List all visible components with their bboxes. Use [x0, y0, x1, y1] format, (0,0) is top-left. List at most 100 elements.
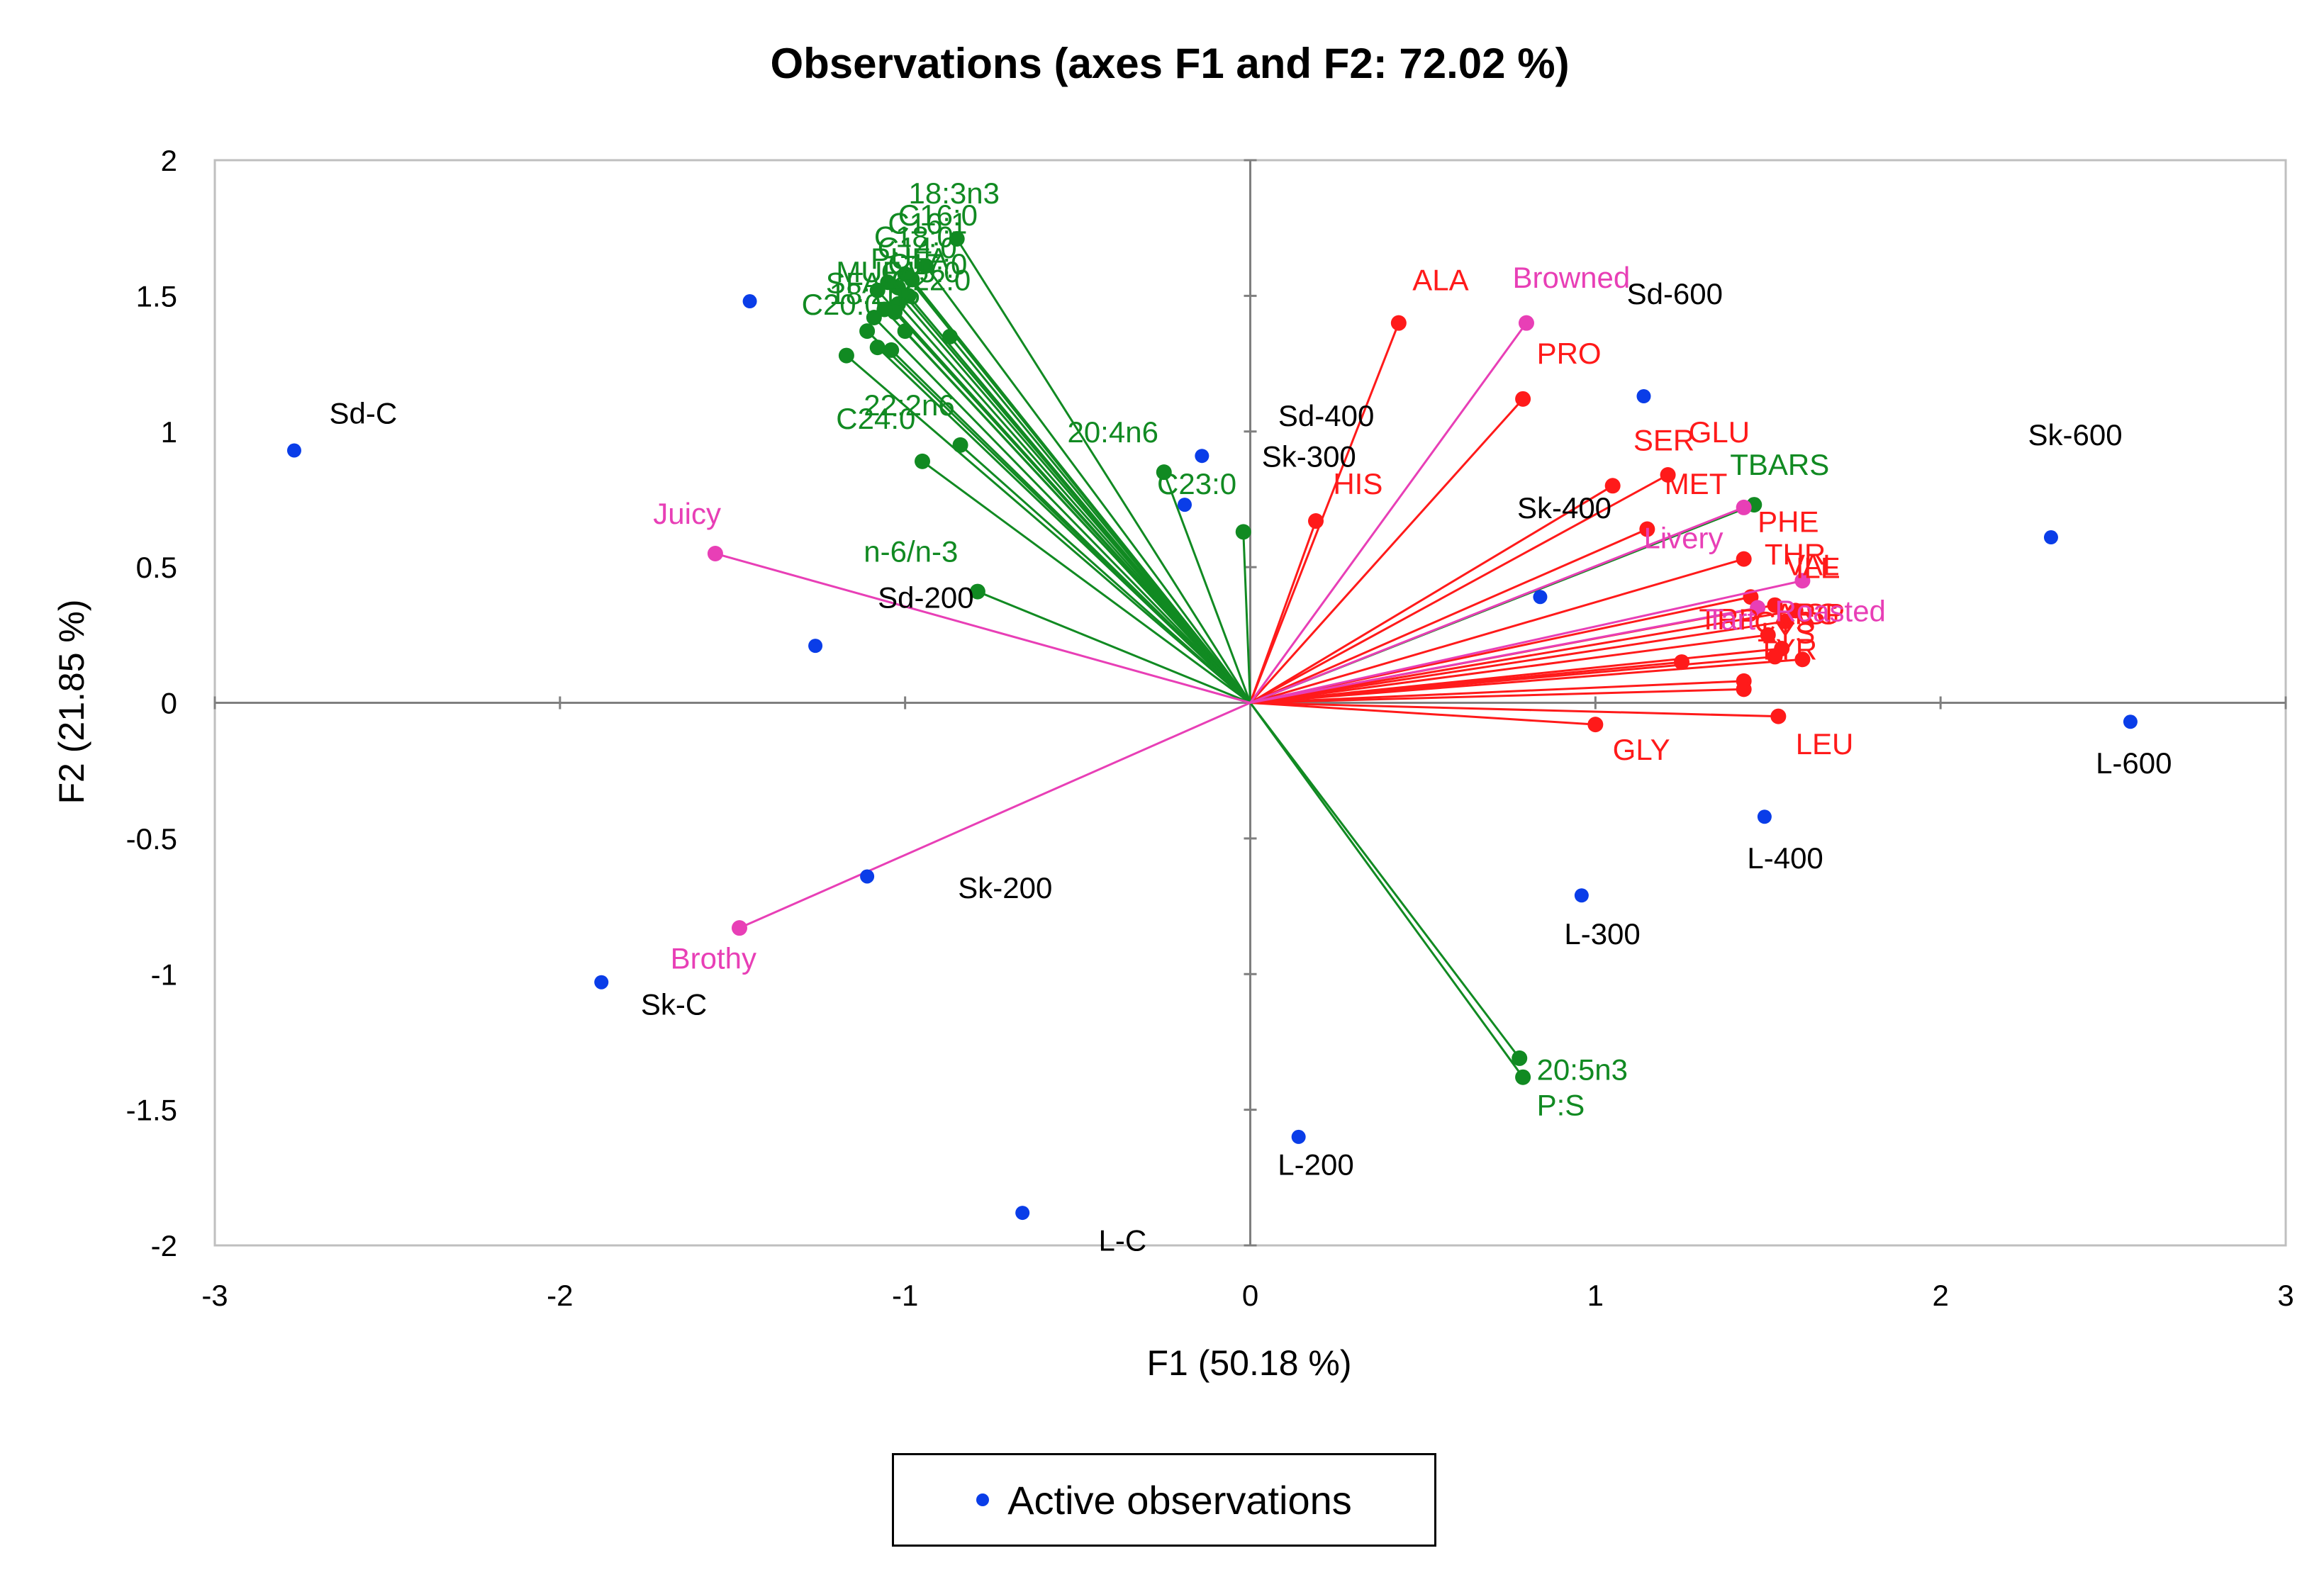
fatty-acid-vector-line	[977, 590, 1251, 704]
fatty-acid-vector-line	[887, 281, 1251, 704]
observation-point	[860, 869, 875, 884]
y-tick-label: 1.5	[136, 279, 177, 313]
vector-label: 18:3n3	[909, 176, 1000, 210]
observation-label: Sk-300	[1262, 440, 1356, 473]
amino-acid-vector-line	[1250, 661, 1682, 704]
amino-acid-vector-point	[1794, 651, 1811, 668]
fatty-acid-vector-point	[917, 258, 934, 274]
vector-label: Roasted	[1775, 595, 1885, 628]
fatty-acid-vector-point	[915, 453, 931, 469]
vector-label: C15:0	[881, 255, 961, 288]
vector-label: C22:0	[891, 264, 971, 297]
observation-point	[286, 443, 301, 458]
observation-label: Sk-C	[641, 988, 707, 1021]
amino-acid-vector-point	[1767, 597, 1783, 613]
tick-labels-group: -3 -2 -1 0 1 2 3 2 1.5 1 0.5 0 -0.5 -1 -1.5 -2	[126, 144, 2294, 1312]
fatty-acid-vector-point	[838, 347, 854, 364]
observation-point	[1533, 590, 1548, 605]
fatty-acid-vector-line	[922, 460, 1251, 704]
vector-label: 18:2n6	[829, 277, 920, 310]
sensory-vector-point	[731, 920, 747, 936]
observation-label: L-400	[1747, 841, 1823, 875]
fatty-acid-vector-line	[1249, 702, 1521, 1059]
sensory-vector-line	[739, 702, 1251, 929]
observation-point	[1178, 498, 1192, 512]
fatty-acid-vector-point	[952, 437, 968, 453]
observation-point	[1015, 1206, 1030, 1221]
vector-label: ILE	[1796, 551, 1840, 584]
observation-label: L-300	[1564, 917, 1640, 951]
vector-label: TBARS	[1730, 448, 1829, 481]
variable-vectors-group	[707, 230, 1811, 1085]
vector-label: P:S	[1537, 1088, 1585, 1121]
vector-label: 22:2n6	[864, 388, 954, 422]
vector-label: THR	[1765, 537, 1826, 571]
observation-label: Sk-200	[958, 871, 1052, 904]
fatty-acid-vector-point	[1512, 1050, 1528, 1066]
vector-label: 20:5n3	[1537, 1053, 1628, 1087]
fatty-acid-vector-line	[890, 349, 1251, 704]
fatty-acid-vector-line	[956, 238, 1251, 704]
sensory-vector-line	[1250, 579, 1803, 704]
sensory-vector-point	[1518, 315, 1534, 331]
vector-label: PUFA	[871, 242, 949, 275]
observation-point	[1757, 809, 1772, 824]
vector-label: Browned	[1512, 261, 1630, 294]
observation-label: Sd-200	[878, 581, 973, 615]
fatty-acid-vector-line	[959, 444, 1251, 704]
x-tick-label: -2	[547, 1279, 573, 1312]
fatty-acid-vector-line	[873, 316, 1251, 704]
observation-point	[1636, 388, 1651, 403]
observation-point	[1291, 1129, 1306, 1144]
amino-acid-vector-line	[1250, 702, 1779, 718]
legend: Active observations	[892, 1453, 1436, 1547]
sensory-vector-point	[707, 545, 723, 561]
fatty-acid-vector-line	[904, 330, 1251, 704]
amino-acid-vector-point	[1587, 717, 1604, 733]
y-tick-label: -1	[151, 958, 177, 991]
amino-acid-vector-point	[1787, 602, 1804, 619]
amino-acid-vector-line	[1249, 520, 1317, 704]
fatty-acid-vector-point	[859, 323, 876, 340]
observation-point	[594, 975, 609, 990]
fatty-acid-vector-line	[876, 347, 1251, 704]
amino-acid-vector-line	[1249, 323, 1400, 704]
vector-label: C16:1	[888, 206, 967, 240]
observation-label: L-600	[2096, 746, 2172, 780]
amino-acid-vector-line	[1250, 680, 1744, 704]
fatty-acid-vector-point	[942, 328, 958, 344]
observation-label: Sd-400	[1278, 399, 1374, 432]
vector-label: C14:0	[878, 231, 957, 264]
sensory-vector-line	[1250, 607, 1758, 704]
vector-label: SER	[1633, 424, 1694, 457]
vector-label: LYS	[1761, 616, 1815, 649]
fatty-acid-vector-point	[869, 282, 886, 298]
amino-acid-vector-point	[1515, 391, 1531, 407]
amino-acid-vector-line	[1250, 702, 1596, 726]
amino-acid-vector-line	[1250, 688, 1744, 704]
amino-acid-vector-point	[1760, 627, 1776, 643]
fatty-acid-vector-line	[845, 354, 1251, 704]
fatty-acid-vector-line	[949, 335, 1251, 704]
fatty-acid-vector-line	[1163, 471, 1251, 704]
vector-label: VAL	[1785, 549, 1839, 582]
vector-label: GLU	[1689, 415, 1750, 449]
observations-group	[286, 294, 2138, 1221]
point-labels-group: 18:3n3C16:0C16:1C18:0C14:0PUFAC17:0C15:0…	[329, 176, 2172, 1257]
observation-label: L-C	[1099, 1224, 1147, 1257]
amino-acid-vector-point	[1777, 613, 1794, 629]
observation-label: Sd-600	[1627, 277, 1723, 310]
amino-acid-vector-line	[1249, 485, 1614, 704]
vector-label: C23:0	[1157, 467, 1236, 500]
y-tick-label: -2	[151, 1229, 177, 1262]
amino-acid-vector-line	[1249, 398, 1524, 704]
vector-label: ALA	[1412, 264, 1468, 297]
fatty-acid-vector-point	[1156, 464, 1172, 481]
sensory-vector-point	[1750, 600, 1766, 616]
vector-label: Livery	[1643, 521, 1723, 554]
amino-acid-vector-line	[1249, 473, 1669, 704]
sensory-vector-line	[1249, 506, 1745, 704]
y-tick-label: 0.5	[136, 551, 177, 584]
x-tick-label: -3	[201, 1279, 228, 1312]
